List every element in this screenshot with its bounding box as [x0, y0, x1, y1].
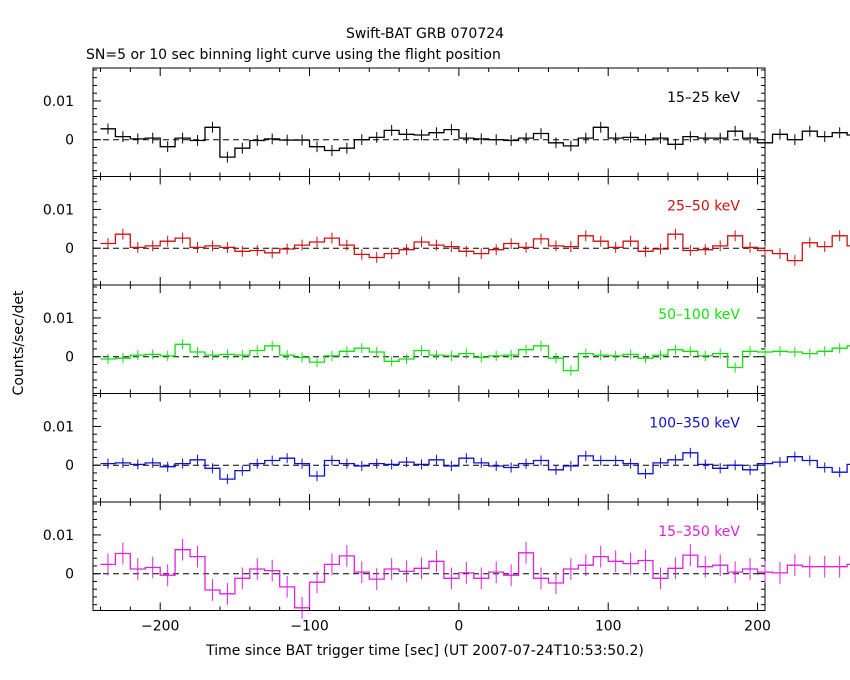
y-tick-label: 0: [65, 241, 74, 257]
y-tick-label: 0: [65, 133, 74, 149]
y-tick-label: 0.01: [43, 202, 74, 218]
x-tick-label: −100: [290, 619, 328, 635]
x-axis-label: Time since BAT trigger time [sec] (UT 20…: [205, 643, 644, 659]
y-axis-label: Counts/sec/det: [11, 290, 27, 395]
panel-frame: [92, 284, 766, 394]
x-axis-tick-labels: −200 −100 0 100 200: [141, 619, 771, 635]
y-tick-label: 0.01: [43, 94, 74, 110]
panel-5: 0 0.01 15–350 keV: [43, 501, 850, 619]
y-tick-label: 0: [65, 458, 74, 474]
chart-subtitle: SN=5 or 10 sec binning light curve using…: [86, 47, 501, 63]
energy-band-label: 15–350 keV: [658, 524, 740, 540]
y-tick-label: 0: [65, 350, 74, 366]
panel-3: 0 0.01 50–100 keV: [43, 284, 850, 394]
energy-band-label: 15–25 keV: [667, 90, 740, 106]
chart-title: Swift-BAT GRB 070724: [346, 26, 504, 42]
panel-2: 0 0.01 25–50 keV: [43, 176, 850, 286]
energy-band-label: 25–50 keV: [667, 199, 740, 215]
x-tick-label: 200: [744, 619, 771, 635]
panel-frame: [92, 393, 766, 503]
y-tick-label: 0: [65, 567, 74, 583]
panel-frame: [92, 67, 766, 177]
light-curve-step-line: [100, 452, 850, 480]
y-tick-label: 0.01: [43, 311, 74, 327]
light-curve-step-line: [100, 233, 850, 262]
panel-1: 0 0.01 15–25 keV: [43, 67, 850, 177]
x-tick-label: 100: [595, 619, 622, 635]
x-tick-label: −200: [141, 619, 179, 635]
y-tick-label: 0.01: [43, 528, 74, 544]
energy-band-label: 50–100 keV: [658, 307, 740, 323]
energy-band-label: 100–350 keV: [649, 416, 740, 432]
panel-4: 0 0.01 100–350 keV: [43, 393, 850, 503]
y-tick-label: 0.01: [43, 419, 74, 435]
panel-frame: [92, 176, 766, 286]
x-tick-label: 0: [454, 619, 463, 635]
panels: 0 0.01 15–25 keV 0 0.01 25–50 keV 0 0.01 50–100 …: [43, 67, 850, 619]
